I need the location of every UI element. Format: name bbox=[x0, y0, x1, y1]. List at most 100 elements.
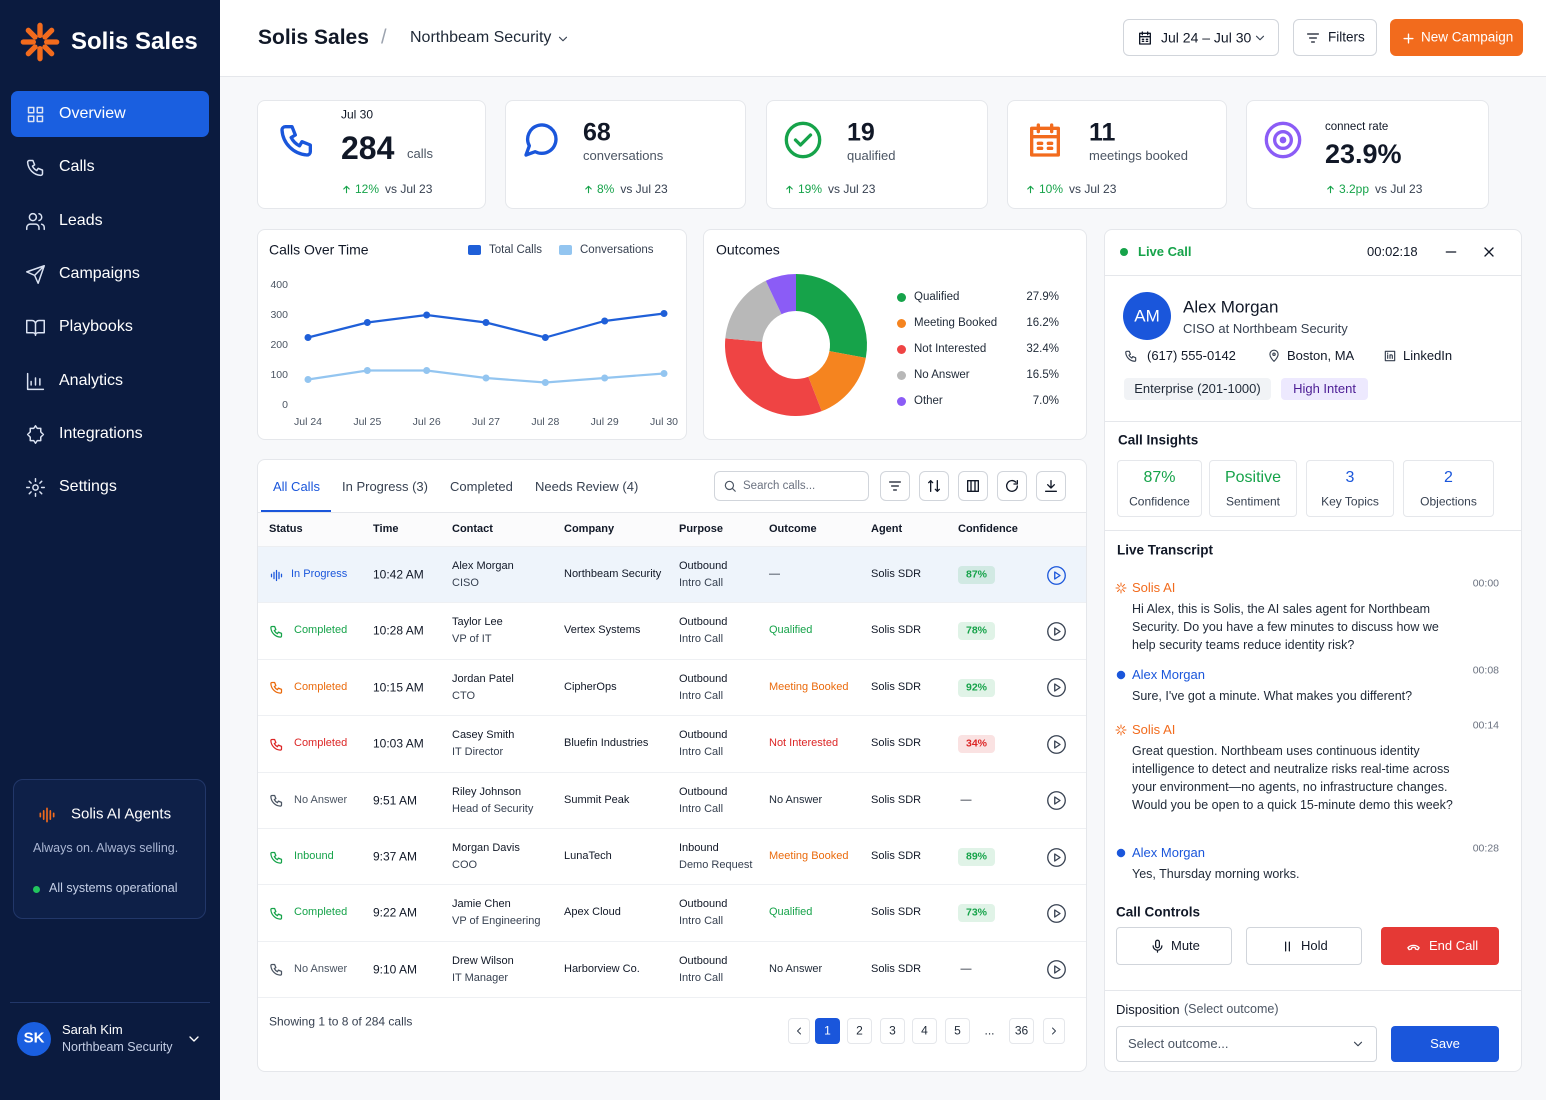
filters-button[interactable] bbox=[1293, 19, 1377, 56]
brand: Solis Sales bbox=[71, 28, 198, 55]
page-button[interactable] bbox=[815, 1018, 840, 1044]
icon-shape bbox=[524, 123, 558, 157]
agents-card bbox=[13, 779, 206, 919]
kpi-change-value: 3.2pp bbox=[1339, 182, 1370, 196]
page-number[interactable]: 3 bbox=[889, 1023, 896, 1038]
page-prev[interactable] bbox=[788, 1018, 810, 1044]
insight-label: Key Topics bbox=[1321, 494, 1379, 509]
page-next[interactable] bbox=[1043, 1018, 1065, 1044]
confidence: 34% bbox=[965, 737, 988, 750]
tab[interactable]: Completed bbox=[450, 478, 513, 494]
table-row[interactable] bbox=[258, 547, 1086, 604]
table-row[interactable] bbox=[258, 885, 1086, 942]
toolbar-button[interactable] bbox=[958, 471, 988, 501]
nav-label: Integrations bbox=[59, 425, 143, 442]
column-header: Agent bbox=[871, 523, 903, 536]
table-row[interactable] bbox=[258, 660, 1086, 717]
control-button[interactable] bbox=[1381, 927, 1499, 965]
page-number[interactable]: 36 bbox=[1014, 1023, 1029, 1038]
insight-value: Positive bbox=[1224, 469, 1282, 486]
legend-value: 27.9% bbox=[1026, 290, 1059, 303]
page-button[interactable] bbox=[880, 1018, 905, 1044]
transcript-speaker: Solis AI bbox=[1132, 721, 1176, 737]
confidence: 73% bbox=[965, 906, 988, 919]
icon bbox=[189, 1036, 199, 1042]
icon-shape bbox=[724, 480, 736, 492]
icon-shape bbox=[39, 807, 55, 823]
y-tick-label: 400 bbox=[270, 279, 288, 291]
contact-linkedin[interactable]: LinkedIn bbox=[1403, 347, 1453, 363]
control-label: End Call bbox=[1429, 937, 1479, 953]
account-switcher[interactable]: Northbeam Security bbox=[410, 29, 552, 46]
page-number: ... bbox=[984, 1023, 995, 1038]
date-button[interactable] bbox=[1123, 19, 1279, 56]
icon bbox=[1006, 479, 1018, 492]
x-tick-label: Jul 25 bbox=[353, 416, 381, 428]
live-status: Live Call bbox=[1138, 243, 1192, 259]
purpose: Outbound bbox=[679, 954, 728, 967]
header bbox=[220, 0, 1546, 77]
user-avatar[interactable] bbox=[17, 1022, 51, 1056]
icon-shape bbox=[269, 907, 282, 920]
legend-dot bbox=[897, 344, 906, 354]
outcome: — bbox=[769, 568, 780, 581]
table-row[interactable] bbox=[258, 829, 1086, 886]
tab-border bbox=[258, 512, 1086, 513]
agents-status: All systems operational bbox=[49, 881, 178, 896]
legend-label: Meeting Booked bbox=[914, 316, 998, 329]
kpi-unit: calls bbox=[407, 145, 434, 161]
nav-label: Calls bbox=[59, 158, 95, 175]
toolbar-button[interactable] bbox=[997, 471, 1027, 501]
x-tick-label: Jul 26 bbox=[413, 416, 441, 428]
call-status: Completed bbox=[294, 906, 348, 919]
confidence-pill bbox=[958, 904, 995, 923]
save-button[interactable] bbox=[1391, 1026, 1499, 1062]
table-row[interactable] bbox=[258, 716, 1086, 773]
tab[interactable]: Needs Review (4) bbox=[535, 478, 639, 494]
control-button[interactable] bbox=[1246, 927, 1362, 965]
page-number[interactable]: 5 bbox=[954, 1023, 961, 1038]
contact-title: VP of IT bbox=[452, 633, 492, 646]
page-button[interactable] bbox=[945, 1018, 970, 1044]
section-title: Call Insights bbox=[1118, 432, 1199, 448]
control-button[interactable] bbox=[1116, 927, 1232, 965]
icon-shape bbox=[797, 1027, 801, 1035]
icon bbox=[786, 185, 793, 193]
contact-title: CISO at Northbeam Security bbox=[1183, 320, 1348, 336]
page-button[interactable] bbox=[1009, 1018, 1034, 1044]
nav-label: Leads bbox=[59, 212, 103, 229]
tab[interactable]: All Calls bbox=[273, 478, 320, 494]
legend-label: Qualified bbox=[914, 290, 960, 303]
page-number[interactable]: 1 bbox=[824, 1023, 831, 1038]
disposition-select[interactable] bbox=[1116, 1026, 1377, 1062]
icon-shape bbox=[1255, 35, 1265, 41]
kpi-unit: qualified bbox=[847, 147, 896, 163]
icon-shape bbox=[189, 1036, 199, 1042]
legend-value: 32.4% bbox=[1026, 342, 1059, 355]
icon-shape bbox=[1046, 621, 1066, 641]
tab-underline bbox=[261, 510, 331, 512]
call-time: 9:37 AM bbox=[373, 849, 418, 864]
page-number[interactable]: 2 bbox=[856, 1023, 863, 1038]
x-tick-label: Jul 27 bbox=[472, 416, 500, 428]
toolbar-button[interactable] bbox=[919, 471, 949, 501]
icon-shape bbox=[269, 738, 282, 751]
column-header: Purpose bbox=[679, 523, 724, 536]
kpi-card bbox=[1246, 100, 1489, 209]
data-point bbox=[660, 310, 668, 317]
page-button[interactable] bbox=[912, 1018, 937, 1044]
icon bbox=[270, 569, 282, 581]
tab[interactable]: In Progress (3) bbox=[342, 478, 428, 494]
table-row[interactable] bbox=[258, 773, 1086, 829]
contact-initials: AM bbox=[1134, 306, 1160, 326]
table-row[interactable] bbox=[258, 942, 1086, 999]
search-box[interactable] bbox=[714, 471, 869, 501]
nav-item-active[interactable] bbox=[11, 91, 209, 137]
page-number[interactable]: 4 bbox=[921, 1023, 928, 1038]
table-row[interactable] bbox=[258, 603, 1086, 660]
icon bbox=[1125, 350, 1137, 362]
kpi-compare: vs Jul 23 bbox=[620, 182, 668, 196]
page-button[interactable] bbox=[847, 1018, 872, 1044]
icon-shape bbox=[1402, 32, 1414, 44]
data-point bbox=[541, 334, 549, 341]
